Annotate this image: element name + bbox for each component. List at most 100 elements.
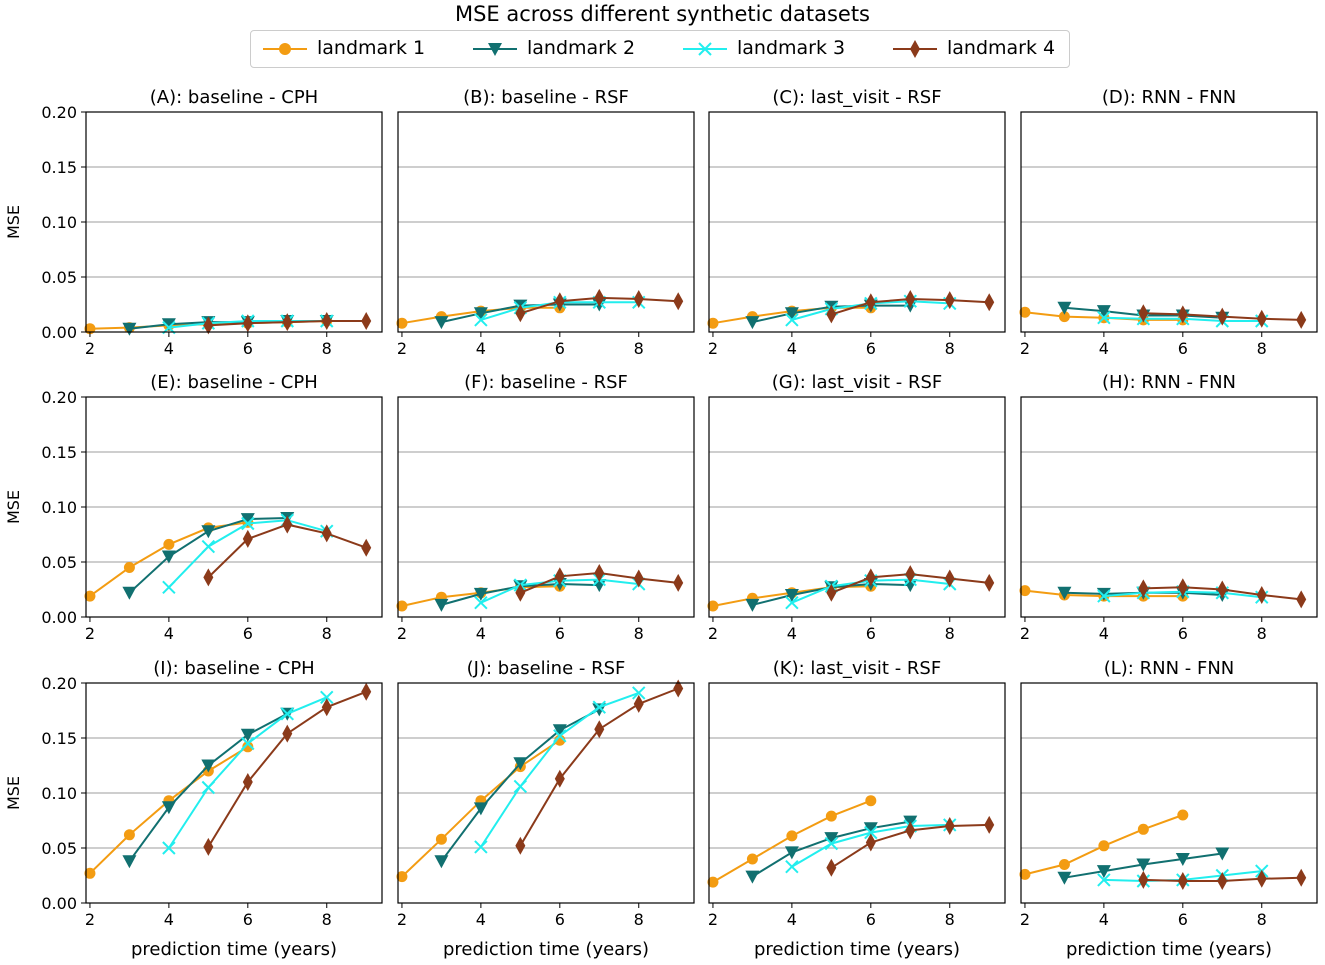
subplot-j: (J): baseline - RSF 2 4 6 8 prediction time (… (396, 658, 695, 960)
subplot-b: (B): baseline - RSF 2 4 6 8 (396, 87, 695, 358)
data-point-x (241, 516, 255, 531)
data-point-diamond (673, 573, 684, 592)
data-point-circle (396, 600, 408, 612)
data-point-diamond (282, 515, 293, 534)
data-point-x (201, 780, 216, 795)
x-tick-label: 4 (1099, 624, 1109, 643)
subplot-title: (G): last_visit - RSF (772, 372, 943, 393)
data-point-diamond (554, 567, 565, 586)
x-tick-label: 4 (787, 910, 797, 929)
x-tick-label: 6 (243, 624, 253, 643)
data-point-diamond (361, 538, 372, 557)
data-point-diamond (1177, 578, 1188, 597)
subplot-e: (E): baseline - CPH 2 4 6 8 0.00 0.05 0.10 0.15 0… (4, 372, 383, 643)
data-point-x (474, 595, 488, 610)
x-tick-label: 6 (1178, 910, 1188, 929)
data-point-diamond (1217, 580, 1228, 599)
data-point-triangle (473, 802, 488, 816)
data-point-triangle (473, 307, 488, 321)
data-point-circle (1019, 306, 1031, 318)
x-tick-label: 4 (476, 339, 486, 358)
subplot-k: (K): last_visit - RSF 2 4 6 8 prediction time… (707, 658, 1006, 960)
data-point-circle (1098, 840, 1110, 852)
legend-marker-triangle-icon (473, 43, 517, 56)
data-point-diamond (321, 698, 332, 717)
subplot-title: (K): last_visit - RSF (773, 658, 941, 679)
x-tick-label: 2 (85, 624, 95, 643)
data-point-x (241, 736, 255, 751)
x-tick-label: 6 (555, 339, 565, 358)
subplot-f: (F): baseline - RSF 2 4 6 8 (396, 372, 695, 643)
axes-frame (1020, 682, 1318, 904)
data-point-x (162, 841, 176, 855)
y-tick-label: 0.15 (41, 158, 77, 177)
data-point-triangle (1057, 301, 1072, 315)
data-point-diamond (905, 565, 916, 584)
data-point-diamond (515, 836, 526, 855)
data-point-circle (396, 317, 408, 329)
axes-frame (397, 682, 695, 904)
legend-label: landmark 2 (527, 37, 636, 59)
data-point-triangle (240, 728, 255, 742)
axes-frame (1020, 396, 1318, 618)
subplot-title: (H): RNN - FNN (1102, 372, 1236, 393)
subplot-title: (F): baseline - RSF (464, 372, 628, 393)
data-point-circle (84, 867, 96, 879)
data-point-diamond (905, 821, 916, 840)
data-point-x (785, 595, 799, 610)
data-point-triangle (784, 589, 799, 602)
data-point-diamond (984, 293, 995, 312)
x-tick-label: 4 (164, 339, 174, 358)
x-tick-label: 4 (164, 910, 174, 929)
data-point-triangle (745, 316, 760, 330)
data-point-diamond (865, 568, 876, 587)
y-tick-label: 0.10 (41, 498, 77, 517)
y-axis-label: MSE (4, 490, 23, 524)
data-point-circle (163, 538, 175, 550)
data-point-diamond (984, 573, 995, 592)
data-point-diamond (203, 837, 214, 856)
data-point-diamond (944, 291, 955, 310)
x-tick-label: 8 (1257, 624, 1267, 643)
x-axis-label: prediction time (years) (131, 939, 337, 960)
x-tick-label: 2 (1020, 624, 1030, 643)
subplot-h: (H): RNN - FNN 2 4 6 8 (1019, 372, 1318, 643)
data-point-x (1097, 310, 1111, 325)
data-point-x (513, 779, 528, 794)
x-tick-label: 8 (1257, 339, 1267, 358)
data-point-circle (707, 600, 719, 612)
data-point-diamond (203, 316, 214, 335)
data-point-triangle (1175, 853, 1190, 866)
data-point-triangle (1057, 871, 1072, 885)
x-tick-label: 8 (322, 339, 332, 358)
data-point-x (553, 729, 567, 743)
series-line (168, 696, 328, 849)
y-tick-label: 0.20 (41, 388, 77, 407)
data-point-triangle (1096, 587, 1111, 601)
data-point-triangle (1215, 847, 1230, 861)
data-point-circle (825, 810, 837, 822)
data-point-triangle (201, 525, 216, 539)
y-tick-label: 0.15 (41, 729, 77, 748)
data-point-diamond (282, 313, 293, 332)
x-tick-label: 8 (322, 624, 332, 643)
data-point-triangle (122, 322, 137, 336)
x-tick-label: 6 (555, 910, 565, 929)
data-point-triangle (473, 587, 488, 601)
x-tick-label: 6 (243, 910, 253, 929)
data-point-diamond (594, 720, 605, 739)
x-tick-label: 2 (397, 910, 407, 929)
data-point-triangle (122, 586, 137, 600)
data-point-triangle (161, 550, 176, 564)
x-tick-label: 6 (1178, 339, 1188, 358)
data-point-diamond (1296, 868, 1307, 887)
legend-marker-diamond-icon (893, 40, 937, 58)
data-point-triangle (1057, 586, 1072, 600)
subplot-title: (L): RNN - FNN (1104, 658, 1235, 679)
data-point-x (280, 707, 294, 721)
x-tick-label: 2 (708, 910, 718, 929)
data-point-diamond (944, 817, 955, 835)
data-point-diamond (1296, 590, 1307, 609)
x-tick-label: 6 (866, 910, 876, 929)
data-point-diamond (1138, 579, 1149, 598)
